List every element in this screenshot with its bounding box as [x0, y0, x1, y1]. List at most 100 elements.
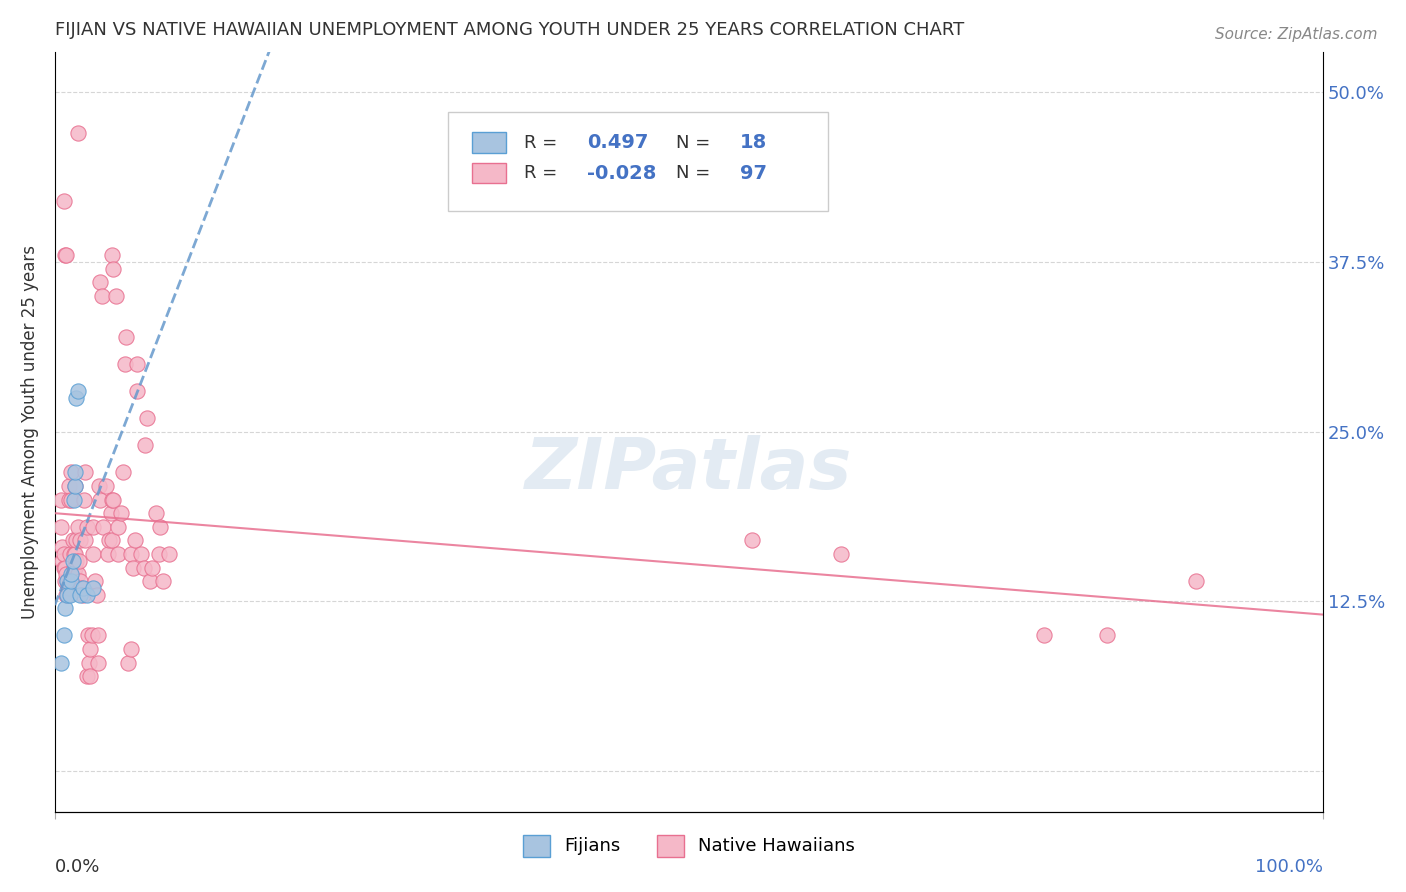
- Point: [145, 506, 167, 520]
- Text: 0.497: 0.497: [588, 133, 648, 153]
- Point: [110, 506, 132, 520]
- Point: [49, 492, 72, 507]
- Point: [112, 466, 135, 480]
- Point: [114, 329, 136, 343]
- Point: [120, 547, 142, 561]
- Point: [65, 391, 87, 405]
- Point: [89, 276, 111, 290]
- Point: [101, 533, 124, 548]
- Point: [129, 547, 152, 561]
- Point: [79, 642, 101, 657]
- Point: [49, 656, 72, 670]
- Point: [58, 581, 80, 595]
- Point: [65, 533, 87, 548]
- Point: [157, 547, 180, 561]
- Point: [60, 492, 83, 507]
- Point: [62, 533, 84, 548]
- Point: [141, 560, 163, 574]
- Point: [65, 554, 87, 568]
- Point: [84, 574, 107, 588]
- Point: [63, 466, 86, 480]
- Point: [1185, 574, 1208, 588]
- Point: [139, 574, 162, 588]
- Point: [107, 547, 129, 561]
- Point: [63, 560, 86, 574]
- Point: [75, 533, 97, 548]
- Point: [58, 492, 80, 507]
- Point: [87, 628, 110, 642]
- Text: -0.028: -0.028: [588, 163, 657, 183]
- Text: R =: R =: [524, 164, 562, 182]
- Point: [1097, 628, 1119, 642]
- Point: [98, 533, 121, 548]
- Point: [60, 567, 83, 582]
- FancyBboxPatch shape: [472, 133, 506, 153]
- Point: [91, 520, 114, 534]
- Point: [86, 588, 108, 602]
- Point: [104, 289, 127, 303]
- Point: [87, 656, 110, 670]
- Point: [69, 588, 91, 602]
- Point: [101, 248, 124, 262]
- Point: [75, 466, 97, 480]
- Point: [66, 520, 89, 534]
- Point: [124, 533, 146, 548]
- Legend: Fijians, Native Hawaiians: Fijians, Native Hawaiians: [516, 827, 862, 863]
- Point: [52, 547, 75, 561]
- Point: [72, 581, 94, 595]
- Point: [127, 357, 149, 371]
- Point: [63, 479, 86, 493]
- Text: Source: ZipAtlas.com: Source: ZipAtlas.com: [1215, 27, 1378, 42]
- Text: N =: N =: [676, 134, 716, 152]
- Point: [60, 574, 83, 588]
- Text: 97: 97: [740, 163, 766, 183]
- Text: ZIPatlas: ZIPatlas: [526, 435, 852, 504]
- Point: [76, 669, 98, 683]
- Point: [59, 574, 82, 588]
- Point: [830, 547, 852, 561]
- Point: [152, 574, 174, 588]
- Point: [82, 547, 104, 561]
- Text: FIJIAN VS NATIVE HAWAIIAN UNEMPLOYMENT AMONG YOUTH UNDER 25 YEARS CORRELATION CH: FIJIAN VS NATIVE HAWAIIAN UNEMPLOYMENT A…: [55, 21, 965, 39]
- Point: [148, 547, 170, 561]
- Text: R =: R =: [524, 134, 562, 152]
- FancyBboxPatch shape: [449, 112, 828, 211]
- Point: [90, 289, 112, 303]
- Point: [101, 261, 124, 276]
- Point: [127, 384, 149, 398]
- Text: 100.0%: 100.0%: [1256, 857, 1323, 876]
- Point: [72, 588, 94, 602]
- Point: [69, 574, 91, 588]
- Point: [56, 574, 79, 588]
- Point: [63, 547, 86, 561]
- Point: [66, 384, 89, 398]
- Point: [136, 411, 159, 425]
- Point: [69, 533, 91, 548]
- Point: [101, 492, 124, 507]
- Point: [70, 581, 93, 595]
- Point: [63, 492, 86, 507]
- Point: [49, 520, 72, 534]
- Point: [52, 628, 75, 642]
- Point: [97, 547, 120, 561]
- Point: [122, 560, 145, 574]
- Point: [80, 628, 103, 642]
- Point: [56, 588, 79, 602]
- Point: [107, 520, 129, 534]
- Point: [53, 560, 76, 574]
- Point: [66, 567, 89, 582]
- Point: [51, 554, 73, 568]
- Point: [100, 506, 122, 520]
- Point: [82, 581, 104, 595]
- Point: [89, 479, 111, 493]
- Point: [59, 547, 82, 561]
- Point: [55, 567, 77, 582]
- FancyBboxPatch shape: [472, 163, 506, 184]
- Point: [52, 194, 75, 208]
- Point: [53, 248, 76, 262]
- Point: [76, 520, 98, 534]
- Point: [101, 492, 124, 507]
- Point: [79, 669, 101, 683]
- Point: [66, 126, 89, 140]
- Point: [56, 574, 79, 588]
